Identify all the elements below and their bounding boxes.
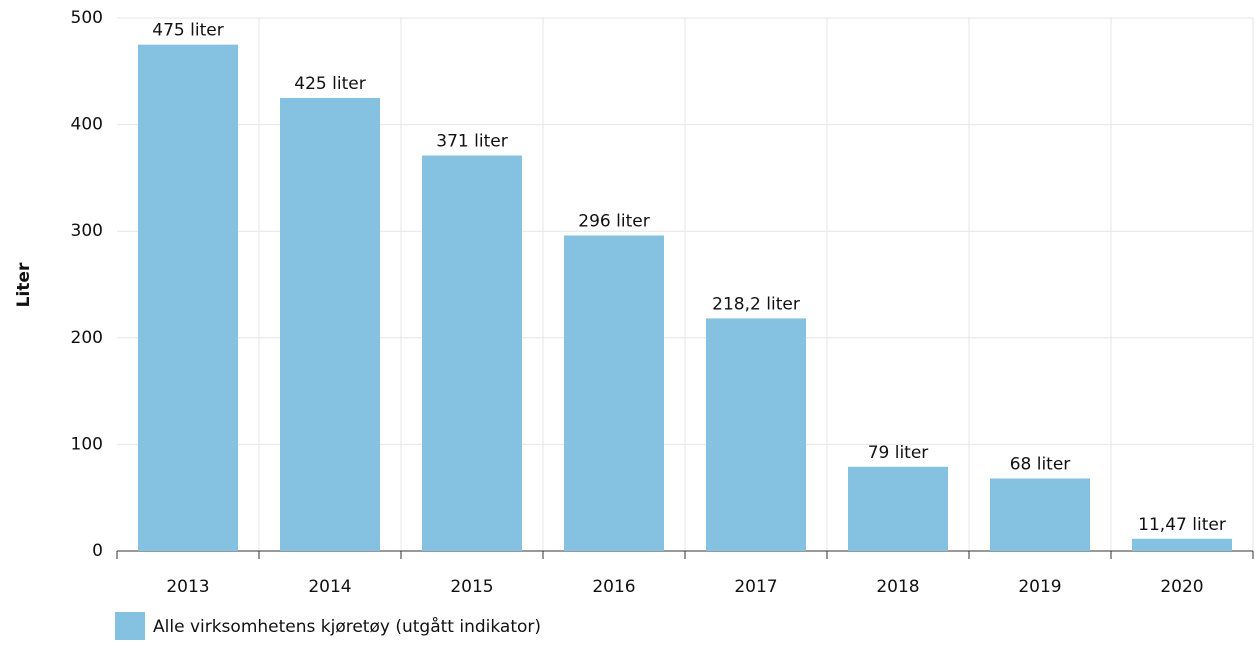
- y-tick-label: 200: [71, 328, 103, 348]
- y-tick-label: 100: [71, 434, 103, 454]
- x-tick-label: 2013: [166, 577, 209, 597]
- bar: [990, 478, 1090, 551]
- x-tick-label: 2017: [734, 577, 777, 597]
- value-label: 79 liter: [868, 443, 929, 463]
- value-label: 68 liter: [1010, 455, 1071, 475]
- bar: [564, 235, 664, 552]
- bar: [280, 97, 380, 551]
- value-label: 425 liter: [294, 74, 365, 94]
- x-tick-label: 2014: [308, 577, 351, 597]
- bar: [706, 318, 806, 551]
- y-tick-label: 0: [92, 541, 103, 561]
- x-tick-label: 2018: [876, 577, 919, 597]
- x-tick-label: 2020: [1160, 577, 1203, 597]
- x-tick-label: 2015: [450, 577, 493, 597]
- x-tick-label: 2019: [1018, 577, 1061, 597]
- legend-swatch: [115, 612, 145, 640]
- bar: [1132, 538, 1232, 551]
- legend-label: Alle virksomhetens kjøretøy (utgått indi…: [153, 616, 541, 637]
- y-tick-label: 500: [71, 8, 103, 28]
- y-tick-label: 400: [71, 115, 103, 135]
- x-tick-label: 2016: [592, 577, 635, 597]
- value-label: 475 liter: [152, 21, 223, 41]
- value-label: 296 liter: [578, 211, 649, 231]
- y-tick-label: 300: [71, 221, 103, 241]
- value-label: 218,2 liter: [712, 294, 800, 314]
- bar: [848, 466, 948, 551]
- bar: [138, 44, 238, 552]
- value-label: 11,47 liter: [1138, 515, 1226, 535]
- value-label: 371 liter: [436, 132, 507, 152]
- y-axis-label: Liter: [14, 262, 34, 307]
- bar: [422, 155, 522, 551]
